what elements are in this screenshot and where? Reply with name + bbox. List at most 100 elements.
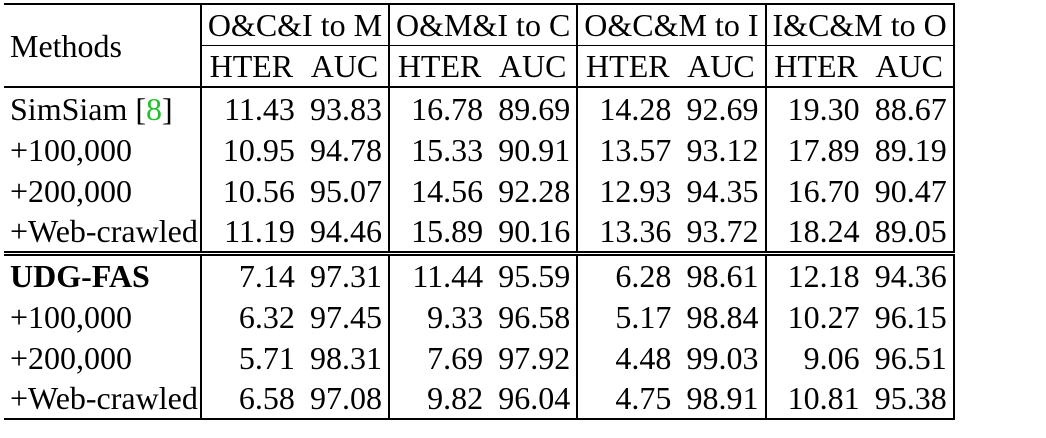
value-cell: 89.05 [865,211,955,254]
value-cell: 19.30 [764,87,866,129]
table-row: +100,000 10.95 94.78 15.33 90.91 13.57 9… [4,129,955,170]
value-cell: 94.35 [686,172,759,209]
value-cell: 89.19 [865,129,955,170]
value-cell: 11.43 [199,87,301,129]
method-name: +200,000 [10,172,133,209]
value-cell: 10.27 [764,296,866,337]
value-cell: 94.36 [865,251,955,296]
value-cell: 13.57 [576,129,678,170]
value-cell: 97.92 [498,339,571,376]
method-name: +200,000 [10,339,133,376]
value-cell: 96.04 [489,378,578,420]
value-cell: 88.67 [865,87,955,129]
method-cell: SimSiam [8] [4,87,201,129]
value-cell: 13.36 [576,211,678,254]
value-cell: 12.93 [576,170,678,211]
value-cell: 97.45 [310,298,383,335]
value-cell: 93.12 [686,131,759,168]
value-cell: 6.28 [576,251,678,296]
value-cell: 15.33 [388,129,490,170]
value-cell: 18.24 [764,211,866,254]
results-table: Methods O&C&I to M O&M&I to C O&C&M to I… [4,3,955,420]
group-header-4: I&C&M to O [764,3,955,46]
value-cell: 16.78 [388,87,490,129]
value-cell: 94.78 [310,131,383,168]
value-cell: 96.15 [865,296,955,337]
value-cell: 9.82 [388,378,490,420]
sub-header-auc: AUC [677,45,766,88]
table-row: +Web-crawled 11.19 94.46 15.89 90.16 13.… [4,211,955,254]
value-cell: 98.91 [677,378,766,420]
value-cell: 90.91 [498,131,571,168]
value-cell: 96.51 [865,337,955,378]
value-cell: 10.56 [199,170,301,211]
value-cell: 16.70 [764,170,866,211]
value-cell: 5.71 [199,337,301,378]
value-cell: 97.08 [300,378,390,420]
value-cell: 96.58 [498,298,571,335]
value-cell: 9.06 [764,337,866,378]
method-name: SimSiam [ [10,90,147,127]
table-row: +100,000 6.32 97.45 9.33 96.58 5.17 98.8… [4,296,955,337]
group-header-2: O&M&I to C [388,3,578,46]
table-row: +200,000 5.71 98.31 7.69 97.92 4.48 99.0… [4,337,955,378]
value-cell: 14.56 [388,170,490,211]
value-cell: 6.32 [199,296,301,337]
value-cell: 15.89 [388,211,490,254]
value-cell: 95.38 [865,378,955,420]
method-name: +100,000 [10,131,133,168]
value-cell: 94.46 [310,213,383,249]
method-name: UDG-FAS [4,251,201,296]
sub-header-hter: HTER [764,45,866,88]
sub-header-hter: HTER [199,45,301,88]
value-cell: 98.84 [686,298,759,335]
value-cell: 11.44 [388,251,490,296]
value-cell: 9.33 [388,296,490,337]
value-cell: 14.28 [576,87,678,129]
value-cell: 4.75 [576,378,678,420]
value-cell: 98.61 [677,251,766,296]
results-table-container: Methods O&C&I to M O&M&I to C O&C&M to I… [4,3,955,420]
citation-link[interactable]: 8 [146,90,163,127]
method-name: +Web-crawled [4,378,201,420]
method-suffix: ] [162,90,173,127]
table-row: SimSiam [8] 11.43 93.83 16.78 89.69 14.2… [4,87,955,129]
value-cell: 93.72 [686,213,759,249]
value-cell: 95.59 [489,251,578,296]
table-row: +Web-crawled 6.58 97.08 9.82 96.04 4.75 … [4,378,955,420]
value-cell: 7.69 [388,337,490,378]
sub-header-auc: AUC [300,45,390,88]
table-row: +200,000 10.56 95.07 14.56 92.28 12.93 9… [4,170,955,211]
method-name: +100,000 [10,298,133,335]
value-cell: 4.48 [576,337,678,378]
value-cell: 93.83 [310,90,383,127]
value-cell: 90.47 [865,170,955,211]
value-cell: 92.69 [686,90,759,127]
sub-header-auc: AUC [865,45,955,88]
value-cell: 97.31 [300,251,390,296]
sub-header-row: HTER AUC HTER AUC HTER AUC HTER AUC [4,45,955,88]
sub-header-auc: AUC [489,45,578,88]
sub-header-hter: HTER [388,45,490,88]
group-header-row: Methods O&C&I to M O&M&I to C O&C&M to I… [4,3,955,88]
value-cell: 11.19 [199,211,301,254]
value-cell: 17.89 [764,129,866,170]
method-name: +Web-crawled [10,213,198,249]
value-cell: 99.03 [686,339,759,376]
value-cell: 10.81 [764,378,866,420]
value-cell: 6.58 [199,378,301,420]
value-cell: 5.17 [576,296,678,337]
table-row: UDG-FAS 7.14 97.31 11.44 95.59 6.28 98.6… [4,251,955,296]
methods-header: Methods [4,3,201,88]
value-cell: 92.28 [498,172,571,209]
value-cell: 90.16 [498,213,571,249]
group-header-1: O&C&I to M [199,3,390,46]
value-cell: 10.95 [199,129,301,170]
group-header-3: O&C&M to I [576,3,766,46]
sub-header-hter: HTER [576,45,678,88]
value-cell: 89.69 [498,90,571,127]
value-cell: 12.18 [764,251,866,296]
value-cell: 7.14 [199,251,301,296]
value-cell: 95.07 [310,172,383,209]
value-cell: 98.31 [310,339,383,376]
